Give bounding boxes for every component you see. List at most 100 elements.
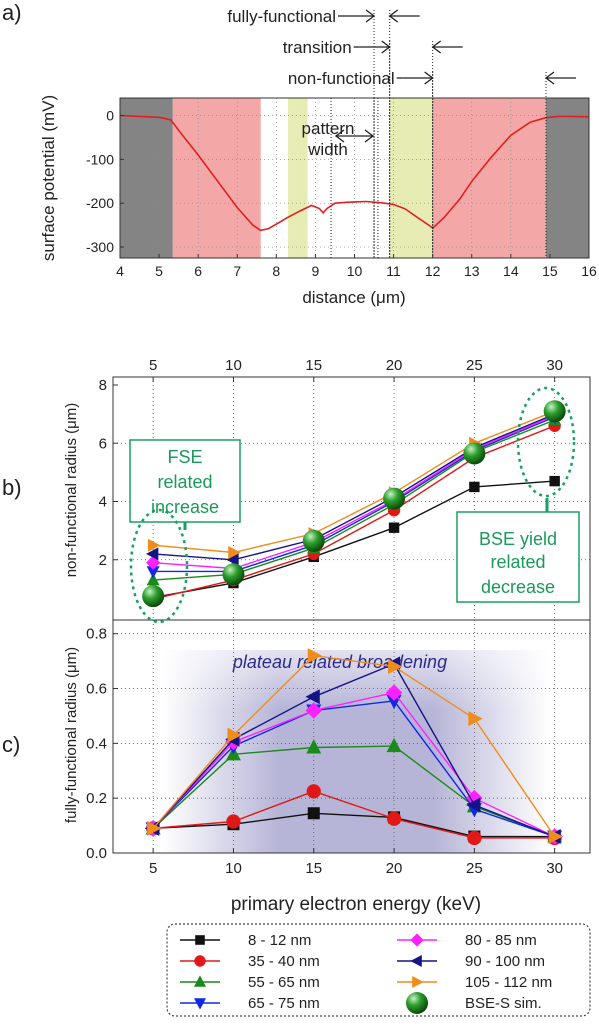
tick-a-x-10: 10 (347, 263, 363, 279)
pattern-width-arrow (334, 129, 375, 143)
tick-a-x-15: 15 (542, 263, 558, 279)
panel-c-series-point-105-112-nm-10 (227, 727, 242, 743)
fse-annotation-line-1: FSE (167, 447, 202, 467)
bse-annotation: BSE yield related decrease (456, 386, 580, 603)
panel-c-series-point-35-40-nm-25 (467, 830, 482, 846)
tick-a-y--300: -300 (86, 239, 114, 255)
tick-c-y-0.8: 0.8 (86, 626, 107, 643)
panel-c-series-point-35-40-nm-10 (226, 814, 241, 829)
panel-b-series-line-80-85-nm (153, 414, 555, 570)
panel-c-xlabel: primary electron energy (keV) (231, 894, 481, 915)
panel-a-ylabel: surface potential (mV) (39, 95, 58, 261)
legend-marker-55-65-nm (194, 975, 206, 987)
panel-c-series-point-80-85-nm-20 (385, 684, 403, 701)
panel-b-series-point-105-112-nm-10 (228, 545, 241, 559)
panel-c-series-point-105-112-nm-25 (468, 711, 483, 727)
region-transition-3 (389, 98, 433, 258)
tick-c-y-0.2: 0.2 (86, 790, 107, 807)
legend-label-90-100-nm: 90 - 100 nm (465, 953, 545, 970)
panel-b-yticks: 2 4 6 8 (99, 377, 118, 569)
panel-c-series-point-105-112-nm-20 (388, 659, 403, 675)
panel-c-series-line-105-112-nm (152, 654, 556, 837)
tick-a-x-11: 11 (386, 263, 401, 279)
marker-label-1: transition (283, 38, 352, 57)
tick-a-y-0: 0 (106, 108, 114, 124)
panel-b-xticks: 5 10 15 20 25 30 (149, 357, 563, 382)
tick-c-x-5: 5 (149, 860, 157, 877)
panel-a-xticks: 4 5 6 7 8 9 10 11 12 13 14 15 16 (116, 254, 597, 279)
marker-label-2: non-functional (288, 69, 395, 88)
legend-label-bse-s-sim-: BSE-S sim. (465, 995, 542, 1012)
tick-a-x-16: 16 (581, 263, 597, 279)
panel-c-series-point-105-112-nm-30 (548, 829, 563, 845)
panel-c-series-point-105-112-nm-15 (307, 648, 323, 664)
panel-c-series-point-90-100-nm-25 (466, 797, 481, 813)
marker-label-0: fully-functional (227, 7, 336, 26)
tick-b-x-25: 25 (466, 357, 483, 374)
panel-b-series (142, 400, 566, 608)
bse-annotation-line-1: BSE yield (479, 529, 557, 549)
tick-c-y-0.0: 0.0 (86, 845, 107, 862)
panel-c-series-point-55-65-nm-20 (386, 737, 402, 753)
panel-b-series-point-8-12-nm-25 (469, 481, 480, 493)
panel-b-series-point-8-12-nm-20 (388, 522, 400, 533)
tick-b-y-8: 8 (99, 377, 107, 394)
panel-c-series-point-55-65-nm-15 (306, 739, 322, 754)
panel-c-label: c) (2, 732, 20, 757)
tick-b-y-6: 6 (99, 435, 107, 452)
legend-marker-35-40-nm (194, 955, 206, 967)
panel-b-series-line-55-65-nm (153, 419, 555, 581)
fse-annotation: FSE related increase (129, 439, 241, 624)
panel-a: a) fully-functional transition non-functio… (2, 0, 597, 307)
tick-b-x-15: 15 (305, 357, 322, 374)
tick-b-y-4: 4 (99, 494, 107, 511)
tick-a-x-6: 6 (194, 263, 202, 279)
legend-label-80-85-nm: 80 - 85 nm (465, 932, 537, 949)
legend-label-105-112-nm: 105 - 112 nm (465, 974, 552, 991)
legend-marker-65-75-nm (194, 998, 206, 1010)
tick-b-x-5: 5 (149, 357, 157, 374)
tick-c-x-25: 25 (466, 860, 483, 877)
panel-c-series-line-80-85-nm (152, 691, 556, 838)
panel-c-series-point-35-40-nm-15 (306, 784, 321, 799)
panel-c-series-point-8-12-nm-15 (307, 807, 320, 820)
legend-label-65-75-nm: 65 - 75 nm (248, 995, 320, 1012)
panel-b-label: b) (2, 475, 22, 500)
tick-a-x-7: 7 (233, 263, 241, 279)
tick-a-y--200: -200 (86, 195, 114, 211)
tick-a-x-14: 14 (503, 263, 519, 279)
region-outer-0 (120, 98, 173, 258)
panel-c-series-line-90-100-nm (152, 663, 555, 838)
panel-bc-frame (112, 376, 591, 854)
panel-b-series-point-bse-s-sim--5 (142, 585, 165, 608)
tick-c-x-10: 10 (225, 860, 242, 877)
panel-c-yticks: 0.0 0.2 0.4 0.6 0.8 (86, 626, 118, 862)
legend-marker-90-100-nm (410, 955, 422, 967)
panel-b-series-line-105-112-nm (153, 410, 555, 554)
legend-label-55-65-nm: 55 - 65 nm (248, 974, 320, 991)
tick-c-x-15: 15 (305, 860, 322, 877)
panel-b-series-point-bse-s-sim--20 (383, 487, 406, 510)
panel-b-series-point-90-100-nm-10 (226, 553, 239, 567)
region-transition-2 (288, 98, 308, 258)
fse-annotation-line-2: related (157, 472, 212, 492)
legend-box (166, 923, 591, 1017)
legend: 8 - 12 nm 35 - 40 nm 55 - 65 nm 65 - 75 nm 8… (166, 923, 591, 1017)
bse-annotation-line-3: decrease (481, 577, 555, 597)
panel-b-series-line-90-100-nm (153, 413, 555, 561)
panel-c-series-point-35-40-nm-20 (386, 811, 402, 826)
panel-b-series-point-90-100-nm-5 (146, 547, 159, 561)
pattern-width-label-2: width (307, 140, 348, 159)
panel-b-series-line-8-12-nm (153, 480, 555, 599)
panel-b-series-line-35-40-nm (153, 425, 555, 600)
panel-a-markers: fully-functional transition non-functional (227, 7, 577, 258)
tick-a-y--100: -100 (86, 151, 114, 167)
tick-a-x-4: 4 (116, 263, 124, 279)
tick-a-x-8: 8 (272, 263, 280, 279)
pattern-width-label: pattern (302, 119, 355, 138)
panel-b-series-line-65-75-nm (153, 416, 555, 573)
tick-a-x-9: 9 (312, 263, 320, 279)
panel-c-series-line-65-75-nm (152, 700, 555, 838)
panel-b-series-point-bse-s-sim--25 (463, 442, 486, 465)
